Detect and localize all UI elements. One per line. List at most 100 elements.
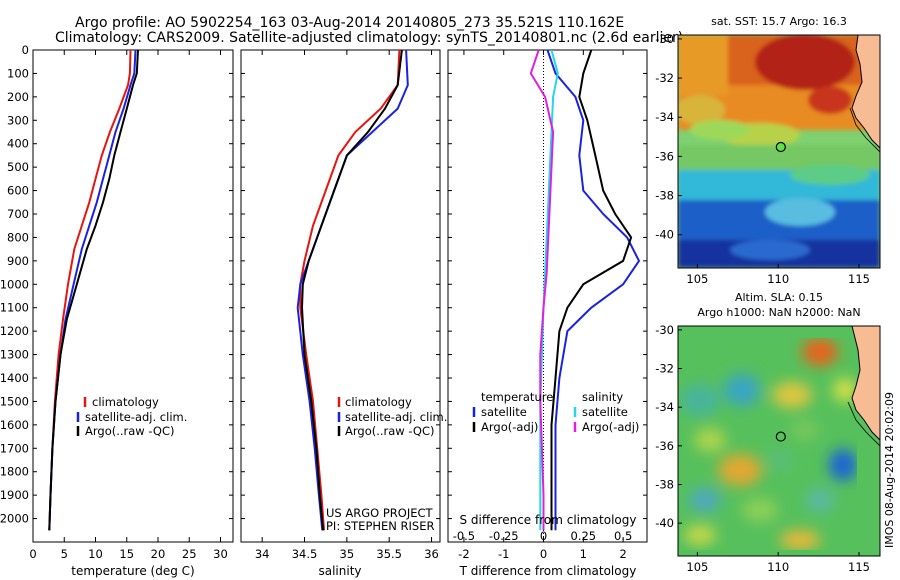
x-tick-label: 35 (340, 547, 355, 561)
map-axis-ticks: 105 110 115 -30 -32 -34 -36 -38 -40 105 110 115 -30 -… (655, 32, 870, 574)
y-tick-label: 300 (7, 113, 29, 127)
y-tick-label: 2000 (0, 512, 29, 526)
series-line (539, 50, 559, 531)
y-tick-label: 500 (7, 160, 29, 174)
map-y-tick-label: -30 (655, 323, 674, 337)
y-tick-label: 400 (7, 137, 29, 151)
s-tick-label: -0.5 (453, 529, 475, 543)
legend-argo: Argo(..raw -QC) (345, 424, 435, 438)
y-tick-label: 600 (7, 184, 29, 198)
header-line2: Climatology: CARS2009. Satellite-adjuste… (55, 30, 683, 46)
map-y-tick-label: -34 (655, 110, 674, 124)
sla-map: Altim. SLA: 0.15 Argo h1000: NaN h2000: … (677, 291, 881, 557)
legend-s-satellite: satellite (582, 405, 628, 419)
map-y-tick-label: -30 (655, 32, 674, 46)
x-tick-label: 15 (119, 547, 134, 561)
x-tick-label: 25 (182, 547, 197, 561)
legend-t-satellite: satellite (481, 405, 527, 419)
legend-climatology: climatology (345, 395, 412, 409)
difference-legend: temperature salinity satellite Argo(-adj… (472, 390, 639, 434)
series-group (296, 50, 409, 531)
s-tick-label: 0.5 (614, 529, 632, 543)
map-y-tick-label: -36 (655, 439, 674, 453)
imos-timestamp: IMOS 08-Aug-2014 20:02:09 (883, 392, 896, 548)
difference-xlabel: T difference from climatology (459, 564, 637, 578)
x-tick-label: 10 (88, 547, 103, 561)
x-tick-label: 5 (61, 547, 68, 561)
argo-position-marker (775, 141, 786, 153)
x-tick-label: 34 (255, 547, 270, 561)
legend-s-argo: Argo(-adj) (582, 420, 639, 434)
map-y-tick-label: -40 (655, 228, 674, 242)
difference-xlabel-top: S difference from climatology (460, 513, 637, 527)
series-line (550, 50, 633, 531)
sst-map-title: sat. SST: 15.7 Argo: 16.3 (711, 15, 847, 28)
x-tick-label: 20 (151, 547, 166, 561)
x-tick-label: 1 (580, 547, 587, 561)
salinity-legend: climatology satellite-adj. clim. Argo(..… (326, 395, 447, 533)
x-tick-label: -2 (458, 547, 469, 561)
temperature-axes (32, 49, 234, 543)
s-tick-label: 0.25 (571, 529, 597, 543)
series-line (48, 50, 139, 531)
y-tick-label: 1400 (0, 371, 29, 385)
map-x-tick-label: 110 (767, 560, 789, 574)
sst-map: sat. SST: 15.7 Argo: 16.3 (677, 15, 881, 269)
argo-position-marker (775, 431, 786, 442)
project-label: US ARGO PROJECT (326, 506, 434, 520)
y-tick-label: 1600 (0, 418, 29, 432)
series-line (300, 50, 403, 531)
y-tick-label: 800 (7, 230, 29, 244)
y-tick-label: 100 (7, 66, 29, 80)
s-tick-label: -0.25 (489, 529, 519, 543)
legend-satellite: satellite-adj. clim. (345, 410, 447, 424)
salinity-xlabel: salinity (318, 564, 361, 578)
legend-satellite: satellite-adj. clim. (85, 410, 187, 424)
x-tick-label: 2 (619, 547, 626, 561)
sla-map-title-2: Argo h1000: NaN h2000: NaN (697, 306, 860, 319)
header-line1: Argo profile: AO 5902254_163 03-Aug-2014… (75, 15, 624, 31)
x-tick-label: 34.5 (292, 547, 318, 561)
map-y-tick-label: -32 (655, 71, 674, 85)
x-tick-label: 30 (213, 547, 228, 561)
y-tick-label: 1000 (0, 277, 29, 291)
x-tick-label: 0 (29, 547, 36, 561)
temperature-legend: climatology satellite-adj. clim. Argo(..… (76, 395, 187, 438)
axis-ticks: 0 5 10 15 20 25 30 34 34.5 35 35.5 36 -2 -1 0 1 2 -0.5 -0.… (0, 43, 647, 561)
map-y-tick-label: -36 (655, 149, 674, 163)
series-group (48, 50, 139, 531)
y-tick-label: 1700 (0, 441, 29, 455)
legend-climatology: climatology (92, 395, 159, 409)
legend-argo: Argo(..raw -QC) (85, 424, 175, 438)
series-line (546, 50, 641, 531)
y-tick-label: 900 (7, 254, 29, 268)
pi-label: PI: STEPHEN RISER (326, 519, 435, 533)
map-y-tick-label: -40 (655, 516, 674, 530)
map-y-tick-label: -32 (655, 362, 674, 376)
x-tick-label: 0 (540, 547, 547, 561)
map-x-tick-label: 115 (848, 560, 870, 574)
legend-t-argo: Argo(-adj) (481, 420, 538, 434)
y-tick-label: 700 (7, 207, 29, 221)
y-tick-label: 1300 (0, 348, 29, 362)
map-x-tick-label: 110 (767, 272, 789, 286)
y-tick-label: 200 (7, 90, 29, 104)
sla-map-title-1: Altim. SLA: 0.15 (735, 291, 823, 304)
x-tick-label: -1 (498, 547, 509, 561)
map-y-tick-label: -38 (655, 189, 674, 203)
map-x-tick-label: 105 (686, 560, 708, 574)
y-tick-label: 0 (22, 43, 29, 57)
map-y-tick-label: -38 (655, 477, 674, 491)
map-x-tick-label: 115 (848, 272, 870, 286)
y-tick-label: 1200 (0, 324, 29, 338)
series-line (529, 50, 555, 531)
series-line (299, 50, 401, 531)
y-tick-label: 1100 (0, 301, 29, 315)
y-tick-label: 1900 (0, 488, 29, 502)
map-x-tick-label: 105 (686, 272, 708, 286)
difference-axes (447, 49, 648, 543)
map-y-tick-label: -34 (655, 400, 674, 414)
salinity-axes (240, 49, 441, 543)
series-lines (48, 50, 641, 531)
